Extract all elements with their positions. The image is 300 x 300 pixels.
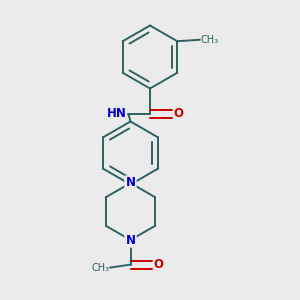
Text: N: N bbox=[125, 176, 136, 190]
Text: CH₃: CH₃ bbox=[201, 35, 219, 45]
Text: CH₃: CH₃ bbox=[91, 262, 109, 273]
Text: N: N bbox=[125, 233, 136, 247]
Text: O: O bbox=[153, 258, 163, 271]
Text: O: O bbox=[173, 107, 183, 121]
Text: HN: HN bbox=[107, 106, 127, 120]
